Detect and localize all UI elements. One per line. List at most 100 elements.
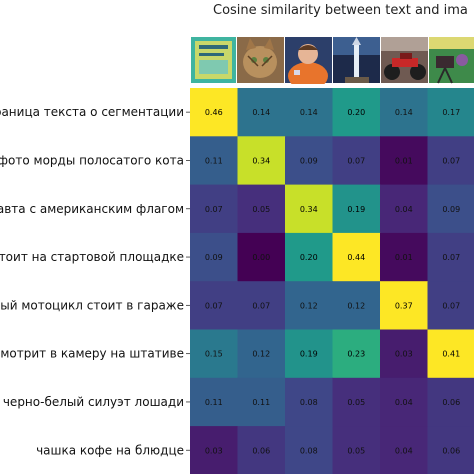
cell-value: 0.46: [205, 108, 223, 117]
heatmap-cell: [427, 232, 474, 282]
cell-value: 0.12: [300, 301, 318, 310]
heatmap-cell: [285, 281, 334, 331]
heatmap-cell: [237, 184, 286, 234]
column-image-camera: [429, 37, 474, 84]
heatmap-cell: [380, 281, 429, 331]
column-image-rocket: [333, 37, 380, 83]
row-label: стоит на стартовой площадке: [0, 250, 184, 264]
cell-value: 0.17: [442, 108, 460, 117]
cell-value: 0.12: [252, 350, 270, 359]
heatmap-cell: [332, 377, 381, 427]
cell-value: 0.03: [205, 446, 223, 455]
cell-value: 0.07: [347, 156, 365, 165]
chart-title: Cosine similarity between text and ima: [213, 3, 468, 18]
heatmap-cell: [427, 329, 474, 379]
heatmap-cell: [427, 377, 474, 427]
cell-value: 0.37: [395, 301, 413, 310]
cell-value: 0.14: [252, 108, 270, 117]
cell-value: 0.09: [442, 205, 460, 214]
cell-value: 0.20: [300, 253, 318, 262]
heatmap-cell: [190, 377, 239, 427]
column-image-cat: [237, 37, 284, 83]
heatmap-cell: [427, 136, 474, 186]
cell-value: 0.07: [205, 205, 223, 214]
row-label: лавта с американским флагом: [0, 202, 184, 216]
heatmap-cell: [190, 232, 239, 282]
cell-value: 0.04: [395, 446, 413, 455]
row-label: фото морды полосатого кота: [0, 153, 184, 167]
cell-value: 0.08: [300, 446, 318, 455]
heatmap-cell: [332, 136, 381, 186]
cell-value: 0.07: [442, 156, 460, 165]
cell-value: 0.09: [205, 253, 223, 262]
cell-value: 0.34: [300, 205, 318, 214]
heatmap-cell: [427, 88, 474, 137]
heatmap-cell: [380, 136, 429, 186]
cell-value: 0.23: [347, 350, 365, 359]
heatmap-cell: [190, 426, 239, 474]
cell-value: 0.04: [395, 398, 413, 407]
cell-value: 0.04: [395, 205, 413, 214]
cell-value: 0.05: [347, 398, 365, 407]
heatmap-cell: [190, 184, 239, 234]
row-label: смотрит в камеру на штативе: [0, 347, 184, 361]
heatmap-cell: [332, 184, 381, 234]
row-label: чашка кофе на блюдце: [36, 443, 184, 457]
column-image-motorcycle: [381, 37, 428, 83]
cell-value: 0.14: [300, 108, 318, 117]
heatmap-cell: [427, 184, 474, 234]
heatmap-cell: [427, 281, 474, 331]
cell-value: 0.44: [347, 253, 365, 262]
heatmap-cells: [190, 88, 474, 474]
cell-value: 0.11: [205, 156, 223, 165]
heatmap-cell: [285, 136, 334, 186]
heatmap-cell: [380, 426, 429, 474]
cell-value: 0.09: [300, 156, 318, 165]
heatmap-cell: [190, 88, 239, 137]
heatmap-cell: [285, 377, 334, 427]
heatmap-cell: [380, 377, 429, 427]
cell-value: 0.20: [347, 108, 365, 117]
row-label: ный мотоцикл стоит в гараже: [0, 298, 184, 312]
heatmap-cell: [285, 88, 334, 137]
cell-value: 0.34: [252, 156, 270, 165]
heatmap-cell: [332, 232, 381, 282]
cell-value: 0.00: [252, 253, 270, 262]
cell-value: 0.06: [252, 446, 270, 455]
cell-value: 0.06: [442, 446, 460, 455]
cell-value: 0.07: [442, 253, 460, 262]
heatmap-cell: [332, 281, 381, 331]
heatmap-cell: [237, 426, 286, 474]
cell-value: 0.01: [395, 156, 413, 165]
cell-value: 0.05: [252, 205, 270, 214]
cell-value: 0.08: [300, 398, 318, 407]
heatmap-cell: [237, 136, 286, 186]
cell-value: 0.14: [395, 108, 413, 117]
column-image-page: [191, 37, 236, 83]
heatmap-cell: [427, 426, 474, 474]
heatmap-cell: [332, 329, 381, 379]
cell-value: 0.05: [347, 446, 365, 455]
row-label: черно-белый силуэт лошади: [3, 395, 184, 409]
cell-value: 0.07: [205, 301, 223, 310]
heatmap-cell: [285, 232, 334, 282]
heatmap-cell: [190, 281, 239, 331]
heatmap-cell-values: 0.46 0.14 0.14 0.20 0.14 0.17 0.11 0.34 0.09 0.07…: [205, 108, 460, 455]
heatmap-cell: [237, 88, 286, 137]
heatmap-cell: [380, 184, 429, 234]
heatmap-cell: [285, 329, 334, 379]
cell-value: 0.06: [442, 398, 460, 407]
row-ticks: [186, 111, 190, 451]
cell-value: 0.19: [300, 350, 318, 359]
cell-value: 0.19: [347, 205, 365, 214]
cell-value: 0.11: [252, 398, 270, 407]
heatmap-cell: [285, 426, 334, 474]
heatmap-cell: [380, 329, 429, 379]
heatmap-cell: [190, 329, 239, 379]
heatmap-cell: [332, 88, 381, 137]
heatmap-cell: [237, 377, 286, 427]
heatmap-cell: [380, 232, 429, 282]
heatmap-cell: [237, 281, 286, 331]
heatmap-cell: [237, 232, 286, 282]
